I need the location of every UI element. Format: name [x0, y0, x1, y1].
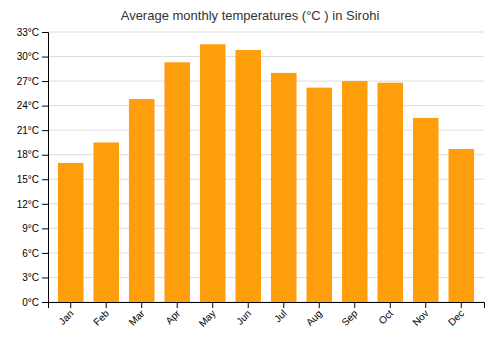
- y-tick-label: 18°C: [17, 149, 39, 160]
- x-tick-mark: [283, 302, 284, 308]
- y-tick-mark: [42, 106, 48, 107]
- y-tick-mark: [42, 302, 48, 303]
- y-axis-line: [42, 33, 49, 303]
- bar: [93, 142, 119, 302]
- y-tick: 27°C: [17, 76, 48, 87]
- y-tick-label: 30°C: [17, 51, 39, 62]
- x-tick-label: Nov: [410, 308, 430, 328]
- bar: [58, 163, 84, 302]
- x-tick: Jul: [272, 302, 289, 324]
- bar: [342, 81, 368, 302]
- bar: [271, 73, 297, 302]
- y-tick-mark: [42, 277, 48, 278]
- x-tick: Jan: [56, 302, 75, 327]
- y-tick-label: 6°C: [22, 248, 39, 259]
- chart: Average monthly temperatures (°C ) in Si…: [0, 0, 500, 350]
- bar: [164, 62, 190, 302]
- x-tick-label: Jul: [272, 308, 289, 325]
- y-tick-label: 0°C: [22, 297, 39, 308]
- x-tick-mark: [212, 302, 213, 308]
- x-tick-label: Mar: [127, 307, 147, 327]
- y-tick-mark: [42, 155, 48, 156]
- x-tick-label: Aug: [304, 308, 324, 328]
- y-tick-label: 3°C: [22, 272, 39, 283]
- bar: [200, 44, 226, 302]
- x-tick-label: Feb: [91, 307, 111, 327]
- x-tick: Jun: [234, 302, 253, 327]
- x-tick-mark: [70, 302, 71, 308]
- x-tick-mark: [425, 302, 426, 308]
- x-tick: Mar: [127, 302, 147, 328]
- y-tick: 15°C: [17, 174, 48, 185]
- x-tick: Aug: [304, 302, 324, 328]
- grid: [48, 32, 484, 302]
- bar: [129, 99, 155, 302]
- y-tick: 6°C: [22, 248, 48, 259]
- bars: [58, 44, 474, 302]
- y-tick-label: 9°C: [22, 223, 39, 234]
- x-tick-label: Jan: [56, 308, 75, 327]
- x-tick: May: [197, 302, 218, 329]
- bar: [448, 149, 474, 302]
- x-tick-label: Dec: [446, 308, 466, 328]
- x-tick: Apr: [163, 302, 182, 326]
- y-tick: 12°C: [17, 199, 48, 210]
- x-tick-label: May: [197, 308, 218, 329]
- x-tick: Oct: [376, 302, 395, 326]
- y-tick: 0°C: [22, 297, 48, 308]
- x-axis-line: [49, 303, 485, 309]
- y-tick: 33°C: [17, 27, 48, 38]
- x-axis: Jan Feb Mar Apr May Jun Jul Aug Sep Oct Nov Dec: [49, 302, 485, 329]
- y-axis: 0°C 3°C 6°C 9°C 12°C 15°C 18°C 21°C 24°C 27°C 30°C…: [17, 27, 49, 308]
- x-tick-mark: [177, 302, 178, 308]
- grid-line: [48, 56, 484, 57]
- bar: [377, 83, 403, 302]
- y-tick-mark: [42, 32, 48, 33]
- y-tick-mark: [42, 179, 48, 180]
- y-tick-label: 12°C: [17, 199, 39, 210]
- y-tick-mark: [42, 130, 48, 131]
- x-tick-label: Jun: [234, 308, 253, 327]
- y-tick-label: 15°C: [17, 174, 39, 185]
- y-tick: 18°C: [17, 149, 48, 160]
- grid-line: [48, 32, 484, 33]
- x-tick: Dec: [446, 302, 466, 328]
- grid-line: [48, 81, 484, 82]
- x-tick-mark: [106, 302, 107, 308]
- y-tick-label: 33°C: [17, 27, 39, 38]
- y-tick-mark: [42, 204, 48, 205]
- y-tick: 30°C: [17, 51, 48, 62]
- y-tick-label: 24°C: [17, 100, 39, 111]
- bar: [235, 50, 261, 302]
- grid-line: [48, 105, 484, 106]
- y-tick-label: 21°C: [17, 125, 39, 136]
- y-tick-mark: [42, 253, 48, 254]
- y-tick-mark: [42, 228, 48, 229]
- x-tick-label: Sep: [339, 307, 360, 328]
- x-tick-label: Apr: [163, 307, 182, 326]
- y-tick-mark: [42, 81, 48, 82]
- x-tick: Nov: [410, 302, 430, 328]
- bar: [413, 118, 439, 302]
- y-tick-mark: [42, 57, 48, 58]
- x-tick-mark: [390, 302, 391, 308]
- plot: 0°C 3°C 6°C 9°C 12°C 15°C 18°C 21°C 24°C 27°C 30°C…: [17, 27, 485, 329]
- y-tick: 3°C: [22, 272, 48, 283]
- title: Average monthly temperatures (°C ) in Si…: [121, 8, 380, 23]
- x-tick-mark: [354, 302, 355, 308]
- x-tick-mark: [461, 302, 462, 308]
- y-tick-label: 27°C: [17, 76, 39, 87]
- x-tick-mark: [248, 302, 249, 308]
- bar: [306, 88, 332, 302]
- x-tick: Sep: [339, 302, 360, 328]
- x-tick-mark: [319, 302, 320, 308]
- x-tick: Feb: [91, 302, 111, 328]
- x-tick-mark: [141, 302, 142, 308]
- y-tick: 24°C: [17, 100, 48, 111]
- y-tick: 21°C: [17, 125, 48, 136]
- x-tick-label: Oct: [376, 308, 395, 327]
- y-tick: 9°C: [22, 223, 48, 234]
